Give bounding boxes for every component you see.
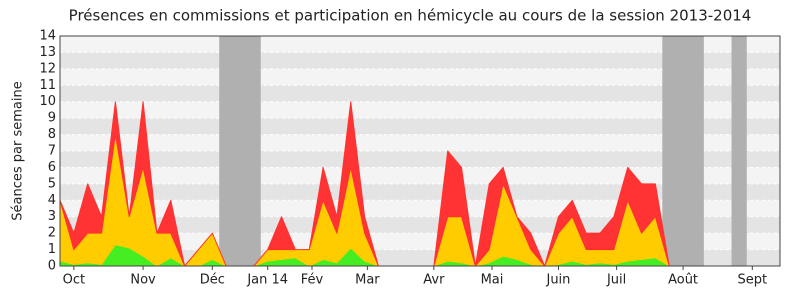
x-tick-label: Oct <box>63 273 85 288</box>
x-tick-label: Avr <box>423 273 445 288</box>
y-tick-label: 14 <box>39 29 56 44</box>
y-tick-label: 4 <box>48 193 56 208</box>
chart-title: Présences en commissions et participatio… <box>69 7 752 25</box>
y-tick-label: 13 <box>39 45 56 60</box>
y-tick-label: 6 <box>48 160 56 175</box>
shaded-period <box>662 36 704 266</box>
y-tick-label: 12 <box>39 61 56 76</box>
x-tick-label: Juin <box>545 273 570 288</box>
x-tick-label: Fév <box>301 273 324 288</box>
x-tick-label: Août <box>668 273 698 288</box>
x-tick-label: Jan 14 <box>246 273 288 288</box>
y-tick-label: 7 <box>48 144 56 159</box>
x-tick-label: Mar <box>355 273 380 288</box>
y-tick-label: 2 <box>48 226 56 241</box>
y-tick-label: 0 <box>48 259 56 274</box>
y-tick-label: 1 <box>48 242 56 257</box>
x-tick-label: Déc <box>200 273 225 288</box>
x-tick-label: Mai <box>481 273 504 288</box>
y-tick-label: 9 <box>48 111 56 126</box>
y-tick-label: 5 <box>48 176 56 191</box>
plot-frame <box>59 35 781 267</box>
y-axis-label: Séances par semaine <box>11 81 26 220</box>
y-tick-label: 3 <box>48 209 56 224</box>
shaded-period <box>731 36 747 266</box>
x-tick-label: Nov <box>130 273 156 288</box>
x-tick-label: Juil <box>606 273 626 288</box>
y-tick-label: 11 <box>39 78 56 93</box>
shaded-period <box>219 36 261 266</box>
x-tick-label: Sept <box>738 273 768 288</box>
y-tick-label: 8 <box>48 127 56 142</box>
y-tick-label: 10 <box>39 94 56 109</box>
